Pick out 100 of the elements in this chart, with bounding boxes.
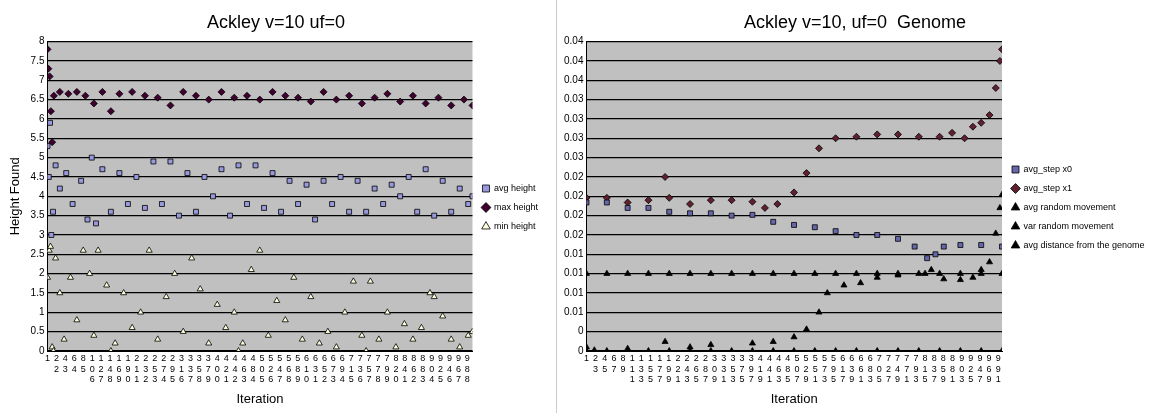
x-tick-label: 4 6 3: [776, 352, 782, 385]
y-tick-label: 6.5: [30, 93, 45, 105]
x-tick-label: 5 8 9: [295, 352, 301, 385]
x-tick-label: 6 9 4: [339, 352, 345, 385]
y-tick-label: 5: [38, 151, 45, 163]
x-tick-label: 2 1 1: [134, 352, 140, 385]
x-tick-label: 8 4 1: [402, 352, 408, 385]
x-tick-label: 2 6 5: [693, 352, 699, 385]
y-tick-label: 0.01: [563, 267, 584, 279]
x-tick-label: 9 4 7: [977, 352, 983, 385]
chart-title: Ackley v=10, uf=0 Genome: [743, 11, 967, 32]
x-tick-label: 2 7 4: [161, 352, 167, 385]
x-tick-label: 3 9 7: [748, 352, 754, 385]
x-tick-label: 7 5 7: [366, 352, 372, 385]
legend-label: avg random movement: [1023, 201, 1117, 212]
x-tick-label: 1 3 3: [638, 352, 644, 385]
x-tick-label: 9 6 9: [986, 352, 992, 385]
x-tick-label: 1 5 5: [648, 352, 654, 385]
y-tick-label: 0.04: [563, 35, 584, 47]
y-tick-label: 1.5: [30, 286, 45, 298]
y-tick-label: 0.02: [563, 170, 584, 182]
x-tick-label: 2 2 1: [675, 352, 681, 385]
y-tick-label: 0.03: [563, 93, 584, 105]
x-tick-label: 3 3 1: [721, 352, 727, 385]
y-tick-label: 0: [38, 344, 45, 356]
x-tick-label: 7 7 1: [904, 352, 910, 385]
y-tick-label: 2: [38, 267, 45, 279]
y-tick-label: 7.5: [30, 54, 45, 66]
x-tick-label: 9 6 7: [455, 352, 461, 385]
x-tick-label: 4 4 2: [232, 352, 238, 385]
y-tick-label: 0.5: [30, 325, 45, 337]
x-tick-label: 8 5 9: [940, 352, 946, 385]
x-tick-label: 6 7: [611, 352, 617, 374]
y-tick-label: 0.03: [563, 151, 584, 163]
x-tick-label: 5 5 1: [812, 352, 818, 385]
x-tick-label: 6 1 0: [304, 352, 310, 385]
y-tick-label: 0.01: [563, 306, 584, 318]
x-tick-label: 5 7 3: [821, 352, 827, 385]
x-tick-label: 2 8 7: [702, 352, 708, 385]
x-tick-label: 6 4: [71, 352, 77, 374]
x-tick-label: 1 2 7: [98, 352, 104, 385]
x-tick-label: 9 2 5: [968, 352, 974, 385]
x-tick-label: 9 0 3: [959, 352, 965, 385]
legend-label: min height: [493, 220, 536, 231]
x-tick-label: 2 3 2: [143, 352, 149, 385]
y-tick-label: 0.01: [563, 248, 584, 260]
x-tick-label: 8 1 5: [922, 352, 928, 385]
chart-title: Ackley v=10 uf=0: [206, 11, 346, 32]
x-tick-label: 4 8 5: [785, 352, 791, 385]
x-tick-label: 8 2 0: [393, 352, 399, 385]
x-tick-label: 8 8 3: [420, 352, 426, 385]
x-tick-label: 1 1 1: [629, 352, 635, 385]
legend-label: avg distance from the genome: [1023, 239, 1145, 250]
y-tick-label: 3: [38, 228, 45, 240]
x-tick-label: 1 4 8: [107, 352, 113, 385]
x-tick-label: 6 7 3: [330, 352, 336, 385]
x-tick-label: 4 6 3: [241, 352, 247, 385]
x-tick-label: 6 8 3: [867, 352, 873, 385]
x-tick-label: 4 2 1: [223, 352, 229, 385]
x-axis-title: Iteration: [236, 390, 284, 406]
y-tick-label: 0.02: [563, 209, 584, 221]
x-tick-label: 7 9 3: [913, 352, 919, 385]
x-tick-label: 4 1 9: [757, 352, 763, 385]
legend-label: avg height: [493, 182, 537, 193]
y-tick-label: 0.02: [563, 228, 584, 240]
x-tick-label: 6 5 2: [321, 352, 327, 385]
x-tick-label: 7 4 9: [895, 352, 901, 385]
x-tick-label: 7 9 9: [384, 352, 390, 385]
x-tick-label: 9 0 4: [429, 352, 435, 385]
x-tick-label: 2 2: [53, 352, 59, 374]
y-tick-label: 0.03: [563, 132, 584, 144]
x-tick-label: 7 3 6: [357, 352, 363, 385]
y-tick-label: 0.02: [563, 190, 584, 202]
x-tick-label: 5 2 9: [803, 352, 809, 385]
x-tick-label: 6 1 7: [840, 352, 846, 385]
y-tick-label: 5.5: [30, 132, 45, 144]
x-tick-label: 9 8 8: [464, 352, 470, 385]
x-tick-label: 3 7 9: [205, 352, 211, 385]
x-tick-label: 8 3 7: [931, 352, 937, 385]
y-tick-label: 1: [38, 306, 45, 318]
x-tick-label: 3 0 9: [712, 352, 718, 385]
x-tick-label: 1 0 6: [89, 352, 95, 385]
y-tick-label: 0: [577, 325, 584, 337]
y-tick-label: 4: [38, 190, 45, 202]
x-tick-label: 5 0 5: [259, 352, 265, 385]
y-tick-label: 4.5: [30, 170, 45, 182]
x-tick-label: 2 3: [593, 352, 599, 374]
x-tick-label: 3 7 5: [739, 352, 745, 385]
y-axis-title: Height Found: [7, 157, 23, 236]
x-tick-label: 9 4 6: [447, 352, 453, 385]
x-tick-label: 9 2 5: [438, 352, 444, 385]
x-tick-label: 4 4 1: [766, 352, 772, 385]
x-tick-label: 6 3 1: [313, 352, 319, 385]
y-tick-label: 0.04: [563, 74, 584, 86]
y-tick-label: 8: [38, 35, 45, 47]
y-tick-label: 2.5: [30, 248, 45, 260]
x-tick-label: 5 9 5: [831, 352, 837, 385]
y-tick-label: 0.04: [563, 54, 584, 66]
x-tick-label: 1 7 7: [657, 352, 663, 385]
legend-label: var random movement: [1023, 220, 1115, 231]
